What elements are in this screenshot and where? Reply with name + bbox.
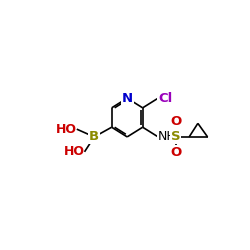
Text: O: O	[170, 115, 181, 128]
Text: HO: HO	[56, 123, 77, 136]
Text: N: N	[122, 92, 133, 105]
Text: S: S	[171, 130, 180, 143]
Text: HO: HO	[64, 145, 84, 158]
Text: NH: NH	[158, 130, 177, 143]
Text: Cl: Cl	[158, 92, 172, 105]
Text: B: B	[89, 130, 99, 143]
Text: O: O	[170, 146, 181, 159]
